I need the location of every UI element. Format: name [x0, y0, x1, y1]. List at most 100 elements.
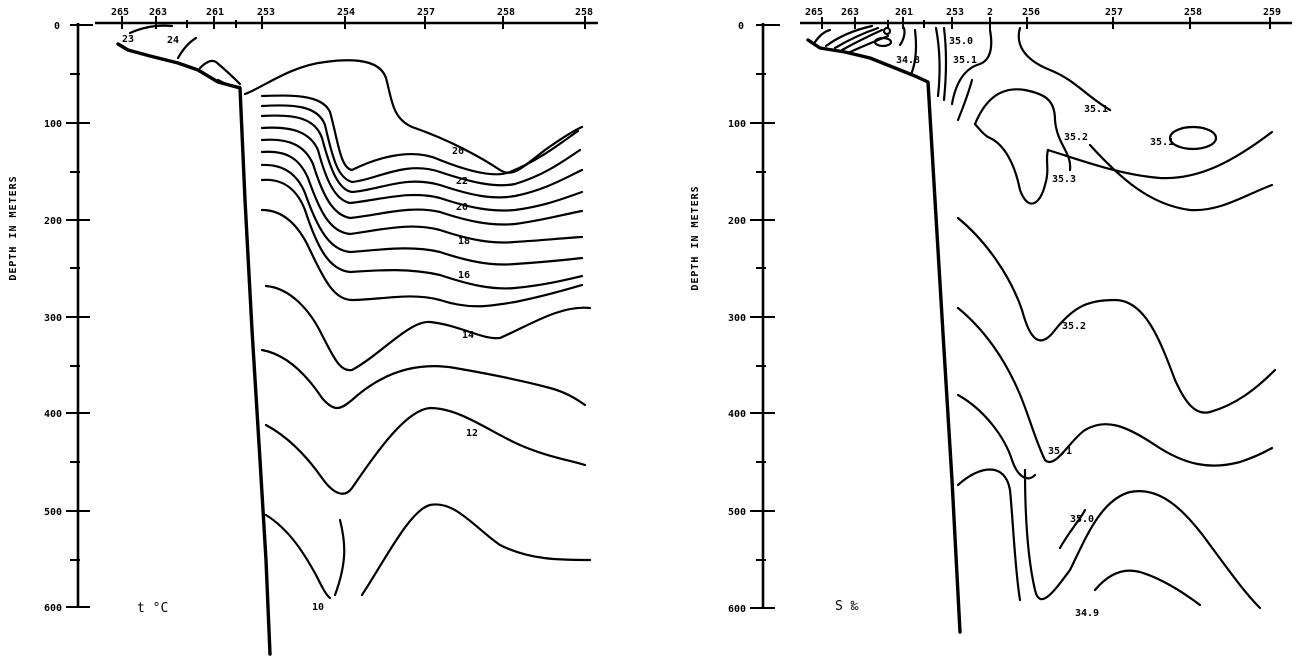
contour-10-bottom [333, 518, 346, 597]
contour-16a [260, 163, 584, 266]
temperature-contour-labels: 23 24 26 22 20 18 16 14 12 10 [122, 34, 478, 613]
contour-shelf [956, 78, 974, 122]
y-tick-label: 200 [44, 216, 62, 227]
contour-label: 35.1 [1150, 137, 1174, 148]
contour-label: 10 [312, 602, 324, 613]
contour-label: 35.1 [1048, 446, 1072, 457]
station-ticks [821, 17, 1271, 29]
contour-35-1-shallow [1046, 130, 1274, 180]
station-label: 256 [1022, 7, 1040, 18]
station-label: 258 [497, 7, 515, 18]
y-axis-label: DEPTH IN METERS [8, 175, 19, 280]
contour-35-0 [956, 468, 1022, 602]
contour-label: 35.1 [953, 55, 977, 66]
contour-label: 20 [456, 202, 468, 213]
y-tick-label: 0 [54, 21, 60, 32]
contour-label: 34.8 [896, 55, 920, 66]
station-labels: 265 263 261 253 2 256 257 258 259 [805, 7, 1281, 18]
contour-label: 14 [462, 330, 474, 341]
contour-shelf [840, 28, 884, 52]
contour-label: 34.9 [1075, 608, 1099, 619]
contour-11 [264, 513, 332, 600]
y-tick-label: 100 [728, 119, 746, 130]
contour-label: 35.0 [1070, 514, 1094, 525]
contour-14 [264, 284, 592, 372]
contour-35-0-b [1023, 468, 1262, 610]
station-label: 261 [206, 7, 224, 18]
contour-22 [260, 104, 582, 187]
contour-35-2-core [973, 88, 1072, 172]
contour-35-0-lower [1058, 508, 1087, 550]
contour-35-1-upper [1017, 26, 1112, 112]
variable-label: t °C [137, 601, 168, 616]
y-tick-label: 0 [738, 21, 744, 32]
contour-label: 35.3 [1052, 174, 1076, 185]
station-label: 263 [841, 7, 859, 18]
contour-34-9 [1093, 569, 1202, 607]
contour-35-2-deep [956, 216, 1277, 414]
y-tick-label: 500 [44, 507, 62, 518]
station-label: 265 [805, 7, 823, 18]
contour-label: 23 [122, 34, 134, 45]
station-label: 257 [1105, 7, 1123, 18]
y-tick-labels: 0 100 200 300 400 500 600 [728, 21, 746, 615]
y-tick-label: 400 [44, 409, 62, 420]
contour-shelf [950, 28, 993, 106]
continental-slope [806, 38, 962, 634]
contour-35-1-b [956, 393, 1037, 480]
contour-label: 12 [466, 428, 478, 439]
contour-35-1-mid [956, 306, 1274, 467]
variable-label: S ‰ [835, 599, 859, 614]
contour-20a [260, 114, 584, 199]
contour-shelf [824, 24, 874, 48]
contour-16b [260, 178, 584, 290]
y-ticks [66, 73, 90, 608]
contour-20b [260, 126, 584, 212]
contour-label: 35.0 [949, 36, 973, 47]
station-label: 254 [337, 7, 355, 18]
contour-label: 24 [167, 35, 179, 46]
y-axis-label: DEPTH IN METERS [690, 185, 701, 290]
contour-shelf-eddy [873, 36, 893, 48]
continental-slope [116, 42, 272, 656]
y-tick-labels: 0 100 200 300 400 500 600 [44, 21, 62, 614]
station-label: 258 [575, 7, 593, 18]
y-tick-label: 500 [728, 507, 746, 518]
contour-35-3 [988, 136, 1050, 205]
contour-shelf-eddy [882, 26, 892, 36]
station-label: 263 [149, 7, 167, 18]
contour-15 [260, 208, 584, 308]
contour-label: 22 [456, 176, 468, 187]
y-tick-label: 200 [728, 216, 746, 227]
contour-shelf [198, 59, 242, 86]
station-label: 259 [1263, 7, 1281, 18]
contour-35-3-top [973, 122, 992, 140]
contour-label: 35.1 [1084, 104, 1108, 115]
salinity-contour-labels: 35.0 34.8 35.1 35.1 35.2 35.1 35.3 35.2 … [896, 36, 1174, 619]
station-label: 265 [111, 7, 129, 18]
contour-shelf [942, 26, 948, 102]
contour-shelf [176, 36, 198, 60]
contour-24 [260, 94, 580, 176]
station-labels: 265 263 261 253 254 257 258 258 [111, 7, 593, 18]
station-label: 261 [895, 7, 913, 18]
y-tick-label: 300 [728, 313, 746, 324]
contour-shelf [910, 28, 918, 74]
y-tick-label: 600 [44, 603, 62, 614]
station-label: 2 [987, 7, 993, 18]
station-ticks [121, 16, 586, 29]
station-label: 253 [257, 7, 275, 18]
contour-18b [260, 150, 584, 244]
contour-shelf [934, 26, 941, 98]
contour-shelf [833, 26, 880, 50]
contour-shelf [813, 28, 832, 44]
y-tick-label: 100 [44, 119, 62, 130]
contour-label: 35.2 [1064, 132, 1088, 143]
y-ticks [750, 73, 775, 609]
station-label: 257 [417, 7, 435, 18]
y-tick-label: 600 [728, 604, 746, 615]
salinity-panel: DEPTH IN METERS 0 100 200 300 400 500 60… [690, 7, 1292, 634]
contour-10 [360, 503, 592, 597]
contour-26 [243, 59, 584, 174]
